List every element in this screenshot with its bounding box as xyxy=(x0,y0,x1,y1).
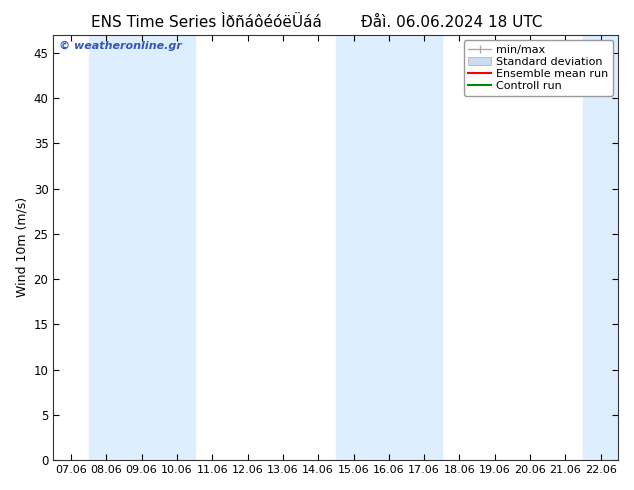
Legend: min/max, Standard deviation, Ensemble mean run, Controll run: min/max, Standard deviation, Ensemble me… xyxy=(464,40,613,96)
Bar xyxy=(583,35,634,460)
Text: © weatheronline.gr: © weatheronline.gr xyxy=(59,41,182,51)
Bar xyxy=(89,35,195,460)
Text: ENS Time Series ÌðñáôéóëÜáá        Ðåì. 06.06.2024 18 UTC: ENS Time Series ÌðñáôéóëÜáá Ðåì. 06.06.2… xyxy=(91,15,543,30)
Y-axis label: Wind 10m (m/s): Wind 10m (m/s) xyxy=(15,197,28,297)
Bar xyxy=(336,35,442,460)
